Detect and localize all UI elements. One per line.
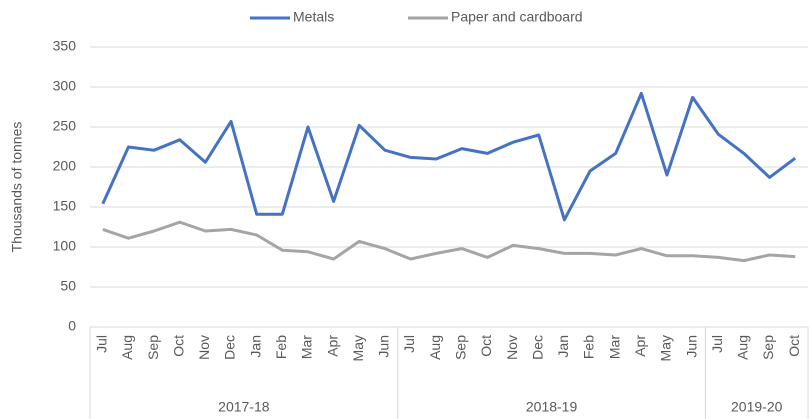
x-tick-label: Nov <box>196 335 212 360</box>
y-tick-label: 50 <box>60 278 76 294</box>
x-tick-label: Jan <box>555 335 571 358</box>
series-line <box>101 91 797 222</box>
y-tick-label: 150 <box>53 198 77 214</box>
x-tick-label: May <box>658 335 674 361</box>
x-tick-label: Oct <box>170 335 186 357</box>
legend-label: Metals <box>293 9 334 25</box>
x-tick-label: May <box>350 335 366 361</box>
x-tick-label: Feb <box>273 335 289 359</box>
x-tick-label: Apr <box>324 335 340 357</box>
x-tick-label: Jan <box>247 335 263 358</box>
x-tick-label: Jul <box>709 335 725 353</box>
x-tick-label: Oct <box>786 335 802 357</box>
y-tick-label: 250 <box>53 118 77 134</box>
x-tick-label: Sep <box>760 335 776 360</box>
x-tick-label: Aug <box>119 335 135 360</box>
y-tick-label: 0 <box>68 318 76 334</box>
x-tick-label: Sep <box>453 335 469 360</box>
y-tick-label: 350 <box>53 38 77 54</box>
x-tick-label: Feb <box>581 335 597 359</box>
x-tick-label: Sep <box>145 335 161 360</box>
x-tick-label: Jun <box>683 335 699 358</box>
y-tick-label: 100 <box>53 238 77 254</box>
x-tick-label: Aug <box>427 335 443 360</box>
x-tick-label: Dec <box>222 335 238 360</box>
y-axis-label: Thousands of tonnes <box>9 122 25 253</box>
group-label: 2017-18 <box>218 399 270 415</box>
group-label: 2019-20 <box>731 399 783 415</box>
x-tick-label: Jun <box>376 335 392 358</box>
group-label: 2018-19 <box>526 399 578 415</box>
x-tick-label: Jul <box>401 335 417 353</box>
x-tick-label: Oct <box>478 335 494 357</box>
series-line <box>102 220 796 263</box>
legend-label: Paper and cardboard <box>451 9 583 25</box>
y-tick-label: 200 <box>53 158 77 174</box>
x-tick-label: Apr <box>632 335 648 357</box>
x-tick-label: Nov <box>504 335 520 360</box>
x-tick-label: Jul <box>94 335 110 353</box>
y-tick-label: 300 <box>53 78 77 94</box>
x-tick-label: Dec <box>529 335 545 360</box>
x-tick-label: Mar <box>606 335 622 359</box>
x-tick-label: Aug <box>735 335 751 360</box>
x-tick-label: Mar <box>299 335 315 359</box>
